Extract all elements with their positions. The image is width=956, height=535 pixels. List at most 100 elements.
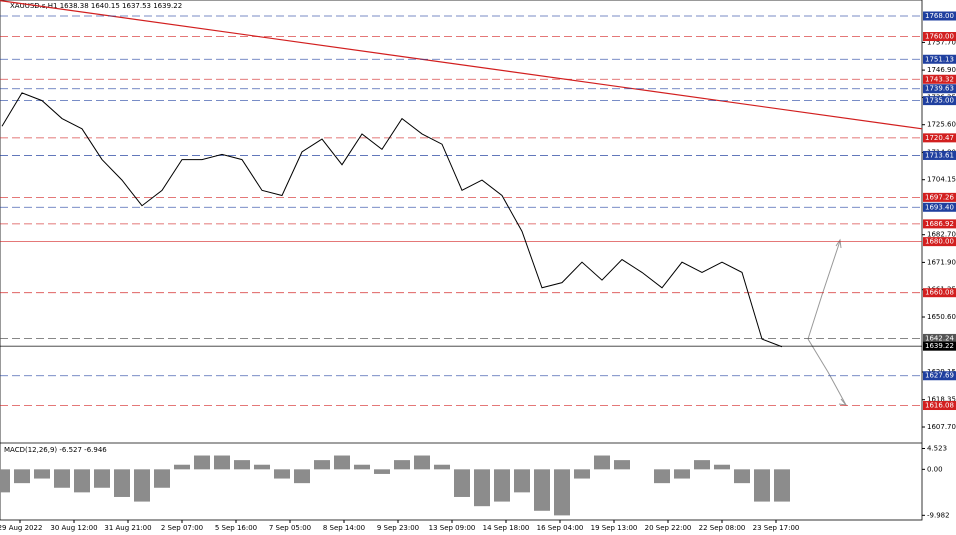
level-tag: [923, 401, 956, 411]
macd-bar: [34, 469, 50, 479]
y-tick-label: 1746.90: [927, 66, 956, 74]
macd-bar: [494, 469, 510, 502]
level-tag: [923, 74, 956, 84]
y-tick-label: 1725.60: [927, 121, 956, 129]
macd-bar: [214, 455, 230, 470]
macd-bar: [314, 460, 330, 470]
x-tick-label: 20 Sep 22:00: [645, 524, 692, 532]
macd-bar: [274, 469, 290, 479]
level-tag: [923, 96, 956, 106]
y-tick-label: 1757.70: [927, 38, 956, 46]
macd-bar: [754, 469, 770, 502]
macd-bar: [174, 464, 190, 470]
macd-bar: [0, 469, 10, 493]
macd-bar: [194, 455, 210, 470]
level-tag: [923, 202, 956, 212]
macd-bar: [74, 469, 90, 493]
macd-bar: [134, 469, 150, 502]
macd-bar: [334, 455, 350, 470]
macd-bar: [294, 469, 310, 484]
x-tick-label: 30 Aug 12:00: [50, 524, 97, 532]
macd-bar: [774, 469, 790, 502]
level-label: 1760.00: [925, 33, 954, 41]
level-label: 1680.00: [925, 238, 954, 246]
y-tick-label: 1650.60: [927, 313, 956, 321]
macd-tick-label: 0.00: [927, 465, 943, 473]
level-label: 1686.92: [925, 220, 954, 228]
level-tag: [923, 133, 956, 143]
x-tick-label: 31 Aug 21:00: [104, 524, 151, 532]
macd-bar: [234, 460, 250, 470]
macd-bar: [574, 469, 590, 479]
level-label: 1616.08: [925, 402, 954, 410]
level-tag: [923, 192, 956, 202]
macd-bar: [374, 469, 390, 474]
level-tag: [923, 84, 956, 94]
y-tick-label: 1607.70: [927, 423, 956, 431]
level-label: 1697.26: [925, 193, 954, 201]
x-tick-label: 22 Sep 08:00: [699, 524, 746, 532]
x-tick-label: 5 Sep 16:00: [215, 524, 257, 532]
macd-bar: [154, 469, 170, 488]
x-tick-label: 2 Sep 07:00: [161, 524, 203, 532]
macd-bar: [514, 469, 530, 493]
x-tick-label: 19 Sep 13:00: [591, 524, 638, 532]
macd-title: MACD(12,26,9) -6.527 -6.946: [4, 446, 107, 454]
x-tick-label: 23 Sep 17:00: [753, 524, 800, 532]
level-tag: [923, 237, 956, 247]
macd-bar: [54, 469, 70, 488]
macd-bar: [454, 469, 470, 497]
level-tag: [923, 288, 956, 298]
level-label: 1751.13: [925, 55, 954, 63]
level-label: 1627.69: [925, 372, 954, 380]
macd-bar: [554, 469, 570, 516]
x-tick-label: 16 Sep 04:00: [537, 524, 584, 532]
y-tick-label: 1704.15: [927, 176, 956, 184]
macd-bar: [694, 460, 710, 470]
macd-tick-label: 4.523: [927, 445, 947, 453]
macd-bar: [534, 469, 550, 511]
level-tag: [923, 150, 956, 160]
x-tick-label: 14 Sep 18:00: [483, 524, 530, 532]
price-line: [1, 92, 783, 348]
level-label: 1660.08: [925, 289, 954, 297]
macd-bar: [474, 469, 490, 507]
macd-bar: [434, 464, 450, 470]
macd-bar: [254, 464, 270, 470]
x-tick-label: 13 Sep 09:00: [429, 524, 476, 532]
plot-frame: [0, 0, 923, 521]
level-label: 1739.63: [925, 85, 954, 93]
level-label: 1713.61: [925, 151, 954, 159]
level-tag: [923, 333, 956, 343]
level-tag: [923, 11, 956, 21]
macd-bar: [14, 469, 30, 484]
level-tag: [923, 54, 956, 64]
level-label: 1720.47: [925, 134, 954, 142]
level-label: 1639.22: [925, 342, 954, 350]
chart-title: XAUUSD.s,H1 1638.38 1640.15 1637.53 1639…: [10, 2, 182, 10]
macd-bar: [614, 460, 630, 470]
level-label: 1768.00: [925, 12, 954, 20]
macd-tick-label: -9.982: [927, 511, 950, 519]
y-tick-label: 1682.70: [927, 231, 956, 239]
level-label: 1743.32: [925, 75, 954, 83]
x-tick-label: 8 Sep 14:00: [323, 524, 365, 532]
x-tick-label: 7 Sep 05:00: [269, 524, 311, 532]
level-tag: [923, 219, 956, 229]
macd-bar: [654, 469, 670, 484]
x-tick-label: 29 Aug 2022: [0, 524, 42, 532]
projection-arrows: [807, 238, 848, 406]
y-tick-label: 1671.90: [927, 258, 956, 266]
level-tag: [923, 32, 956, 42]
macd-bar: [674, 469, 690, 479]
macd-bar: [714, 464, 730, 470]
level-tag: [923, 341, 956, 351]
macd-bar: [734, 469, 750, 484]
macd-bar: [594, 455, 610, 470]
y-tick-label: 1618.35: [927, 396, 956, 404]
macd-bar: [414, 455, 430, 470]
x-tick-label: 9 Sep 23:00: [377, 524, 419, 532]
level-label: 1642.24: [925, 334, 954, 342]
macd-bar: [394, 460, 410, 470]
